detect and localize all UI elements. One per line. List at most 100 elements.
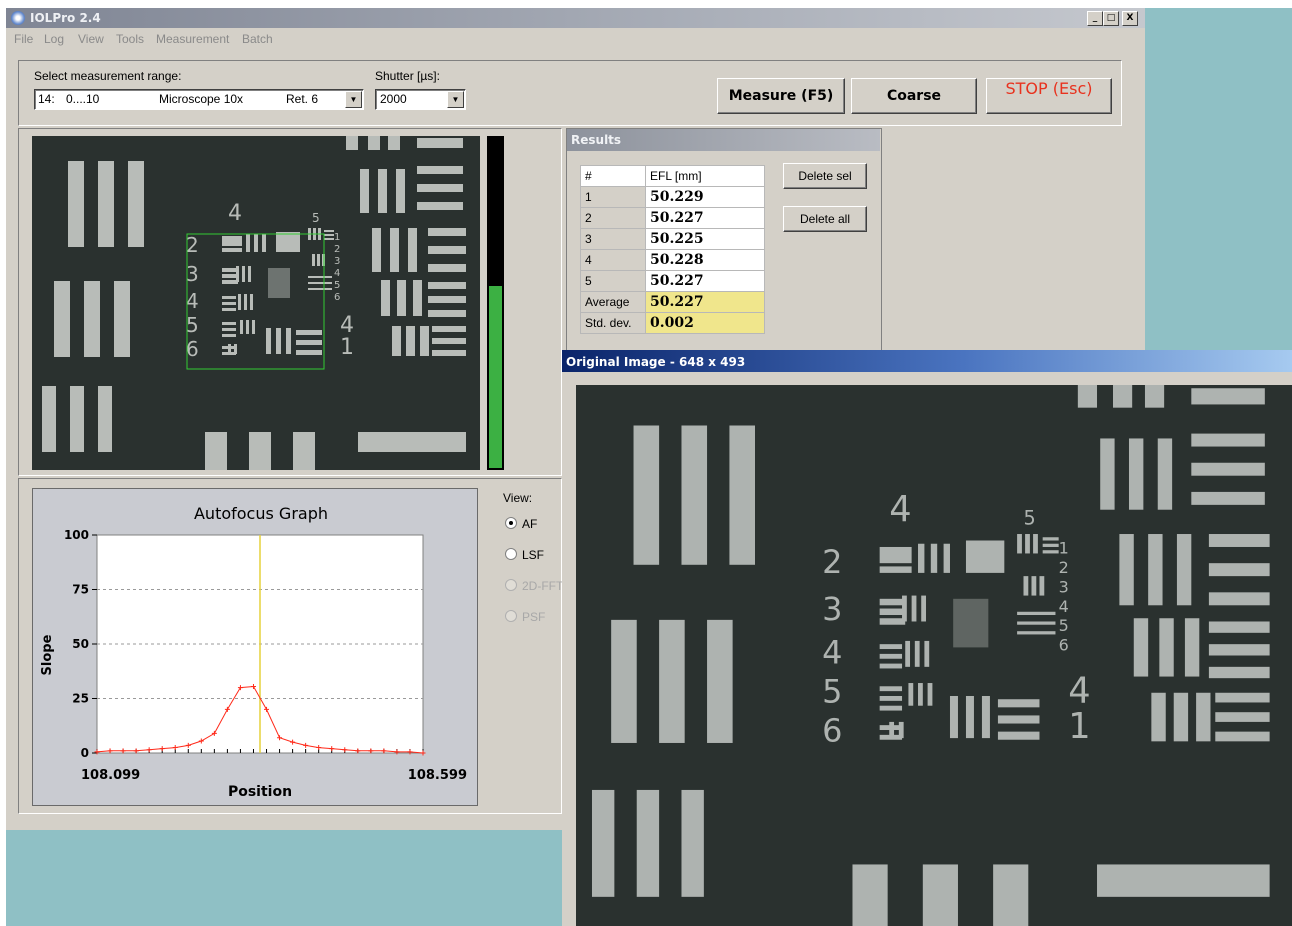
title-bar[interactable]: IOLPro 2.4 _ □ X	[6, 8, 1145, 28]
data-point	[303, 742, 309, 748]
target-numbers-large: 4 5 2 3 4 5 6 1 2 3 4 5 6 4 1	[822, 489, 1090, 750]
menu-view[interactable]: View	[78, 32, 104, 46]
table-row[interactable]: 4 50.228	[580, 249, 765, 271]
element-label-5: 5	[822, 672, 842, 710]
small-label-5: 5	[1059, 616, 1069, 635]
window-title: IOLPro 2.4	[30, 11, 101, 25]
element-label-3: 3	[822, 590, 842, 628]
minimize-button[interactable]: _	[1087, 11, 1103, 26]
menu-bar: File Log View Tools Measurement Batch	[6, 28, 1145, 50]
target-bars	[42, 136, 466, 470]
radio-icon	[505, 610, 517, 622]
view-option-af[interactable]: AF	[505, 517, 537, 531]
element-label-4: 4	[186, 289, 199, 313]
range-select[interactable]: 14: 0....10 Microscope 10x Ret. 6 ▼	[34, 89, 364, 110]
average-value: 50.227	[645, 291, 765, 313]
y-axis-label: Slope	[40, 634, 55, 675]
table-row[interactable]: 1 50.229	[580, 186, 765, 208]
x-tick-label-max: 108.599	[408, 768, 467, 783]
small-label-4: 4	[1059, 597, 1069, 616]
controls-panel	[18, 60, 1122, 126]
small-label-6: 6	[334, 292, 340, 303]
chevron-down-icon[interactable]: ▼	[345, 91, 362, 108]
graph-panel	[18, 478, 562, 814]
row-index: 5	[580, 270, 646, 292]
data-point	[381, 748, 387, 754]
view-option-label: 2D-FFT	[522, 579, 564, 593]
range-span: 0....10	[66, 92, 100, 106]
right-label-1: 1	[1068, 706, 1090, 747]
view-option-lsf[interactable]: LSF	[505, 548, 544, 562]
chevron-down-icon[interactable]: ▼	[447, 91, 464, 108]
data-point	[146, 747, 152, 753]
table-row[interactable]: 2 50.227	[580, 207, 765, 229]
data-point	[120, 748, 126, 754]
camera-preview-image[interactable]: 4 5 2 3 4 5 6 1 2 3 4 5 6 4 1	[32, 136, 480, 470]
data-point	[198, 738, 204, 744]
camera-panel	[18, 128, 562, 476]
view-option-label: AF	[522, 517, 538, 531]
y-tick-label: 50	[72, 637, 89, 651]
y-tick-label: 0	[81, 746, 89, 760]
row-index: 4	[580, 249, 646, 271]
element-label-3: 3	[186, 262, 199, 286]
measure-button[interactable]: Measure (F5)	[717, 78, 845, 114]
focus-roi-rectangle[interactable]	[186, 233, 325, 370]
shutter-value: 2000	[380, 92, 407, 106]
small-label-4: 4	[334, 268, 340, 279]
range-ret: Ret. 6	[286, 92, 319, 106]
stop-button[interactable]: STOP (Esc)	[986, 78, 1112, 114]
right-label-4: 4	[1068, 670, 1090, 711]
data-point	[355, 748, 361, 754]
maximize-button[interactable]: □	[1103, 11, 1119, 26]
coarse-button[interactable]: Coarse	[851, 78, 977, 114]
row-index: 1	[580, 186, 646, 208]
original-image-titlebar[interactable]: Original Image - 648 x 493	[562, 350, 1292, 372]
menu-tools[interactable]: Tools	[116, 32, 145, 46]
right-label-4: 4	[340, 313, 354, 338]
delete-all-button[interactable]: Delete all	[783, 206, 867, 232]
original-image-view[interactable]: 4 5 2 3 4 5 6 1 2 3 4 5 6 4 1	[576, 385, 1292, 926]
y-tick-label: 100	[64, 528, 89, 542]
small-label-5: 5	[334, 280, 340, 291]
data-point	[342, 747, 348, 753]
focus-level-meter	[487, 136, 504, 470]
target-bars-large	[591, 385, 1270, 926]
row-efl-value: 50.227	[645, 207, 765, 229]
range-label: Select measurement range:	[34, 69, 182, 83]
menu-measurement[interactable]: Measurement	[156, 32, 230, 46]
radio-icon	[505, 548, 517, 560]
table-row[interactable]: 5 50.227	[580, 270, 765, 292]
table-row[interactable]: 3 50.225	[580, 228, 765, 250]
menu-log[interactable]: Log	[44, 32, 65, 46]
shutter-select[interactable]: 2000 ▼	[375, 89, 466, 110]
data-point	[159, 746, 165, 752]
chart-title: Autofocus Graph	[194, 504, 328, 523]
element-label-4: 4	[822, 633, 842, 671]
small-label-3: 3	[1059, 577, 1069, 596]
view-option-psf: PSF	[505, 610, 545, 624]
view-option-2d-fft: 2D-FFT	[505, 579, 563, 593]
radio-icon	[505, 579, 517, 591]
y-tick-label: 25	[72, 692, 89, 706]
small-label-6: 6	[1059, 636, 1069, 655]
element-label-5: 5	[186, 313, 199, 337]
table-header-row: # EFL [mm]	[580, 165, 765, 187]
close-button[interactable]: X	[1122, 11, 1138, 26]
data-point	[94, 749, 100, 755]
focus-level-fill	[489, 286, 502, 468]
small-label-1: 1	[1059, 538, 1069, 557]
small-label-2: 2	[334, 244, 340, 255]
data-point	[316, 745, 322, 751]
menu-file[interactable]: File	[14, 32, 34, 46]
row-efl-value: 50.227	[645, 270, 765, 292]
app-icon	[11, 11, 25, 25]
small-label-1: 1	[334, 232, 340, 243]
data-point	[211, 730, 217, 736]
menu-batch[interactable]: Batch	[242, 32, 273, 46]
delete-selected-button[interactable]: Delete sel	[783, 163, 867, 189]
data-point	[237, 685, 243, 691]
target-numbers: 4 5 2 3 4 5 6 1 2 3 4 5 6 4 1	[186, 201, 354, 361]
row-efl-value: 50.225	[645, 228, 765, 250]
average-label: Average	[580, 291, 646, 313]
